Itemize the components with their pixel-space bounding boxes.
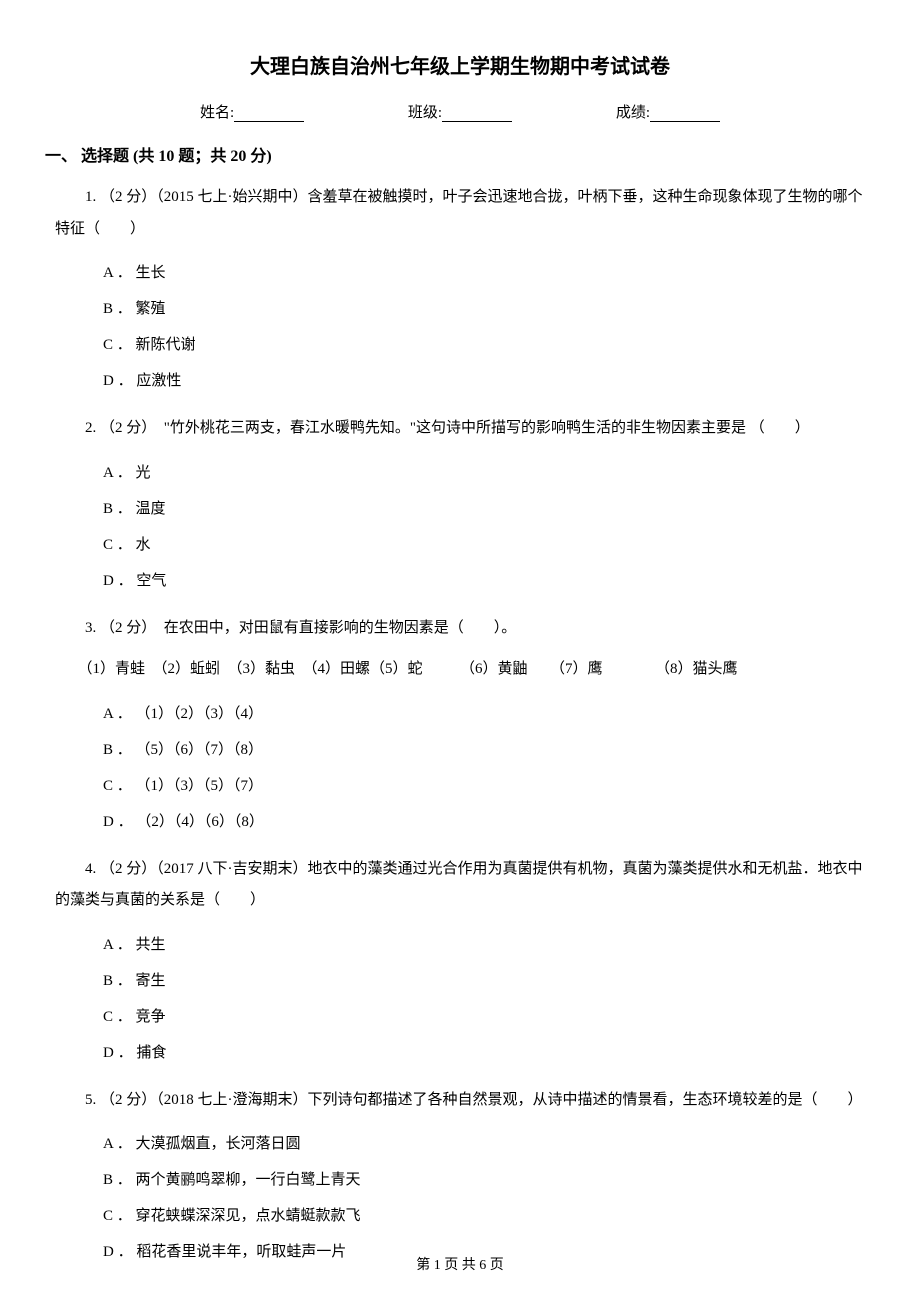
option-list: A ． 光 B ． 温度 C ． 水 D ． 空气 [55, 455, 865, 599]
section-header: 一、 选择题 (共 10 题；共 20 分) [45, 142, 865, 166]
option-a[interactable]: A ． 生长 [55, 255, 865, 291]
option-c[interactable]: C ． 新陈代谢 [55, 327, 865, 363]
question-stem: 1. （2 分）（2015 七上·始兴期中）含羞草在被触摸时，叶子会迅速地合拢，… [55, 182, 865, 245]
option-c[interactable]: C ． 竞争 [55, 999, 865, 1035]
option-d[interactable]: D ． 应激性 [55, 363, 865, 399]
question-stem: 5. （2 分）（2018 七上·澄海期末）下列诗句都描述了各种自然景观，从诗中… [55, 1085, 865, 1117]
question-stem: 3. （2 分） 在农田中，对田鼠有直接影响的生物因素是（ ）。 [55, 613, 865, 645]
option-a[interactable]: A ． 共生 [55, 927, 865, 963]
option-a[interactable]: A ． 光 [55, 455, 865, 491]
student-info-row: 姓名: 班级: 成绩: [55, 101, 865, 122]
question-stem: 2. （2 分） "竹外桃花三两支，春江水暖鸭先知。"这句诗中所描写的影响鸭生活… [55, 413, 865, 445]
option-d[interactable]: D ． 捕食 [55, 1035, 865, 1071]
option-b[interactable]: B ． 温度 [55, 491, 865, 527]
option-b[interactable]: B ． 两个黄鹂鸣翠柳，一行白鹭上青天 [55, 1162, 865, 1198]
page-footer: 第 1 页 共 6 页 [0, 1254, 920, 1274]
option-c[interactable]: C ． 水 [55, 527, 865, 563]
option-d[interactable]: D ． 空气 [55, 563, 865, 599]
option-a[interactable]: A ． 大漠孤烟直，长河落日圆 [55, 1126, 865, 1162]
option-d[interactable]: D ． （2）（4）（6）（8） [55, 804, 865, 840]
option-b[interactable]: B ． （5）（6）（7）（8） [55, 732, 865, 768]
exam-title: 大理白族自治州七年级上学期生物期中考试试卷 [55, 50, 865, 79]
option-b[interactable]: B ． 繁殖 [55, 291, 865, 327]
question-stem: 4. （2 分）（2017 八下·吉安期末）地衣中的藻类通过光合作用为真菌提供有… [55, 854, 865, 917]
option-list: A ． 生长 B ． 繁殖 C ． 新陈代谢 D ． 应激性 [55, 255, 865, 399]
class-blank[interactable] [442, 106, 512, 122]
name-blank[interactable] [234, 106, 304, 122]
option-c[interactable]: C ． （1）（3）（5）（7） [55, 768, 865, 804]
score-label: 成绩: [616, 101, 650, 122]
option-list: A ． 共生 B ． 寄生 C ． 竞争 D ． 捕食 [55, 927, 865, 1071]
option-b[interactable]: B ． 寄生 [55, 963, 865, 999]
class-label: 班级: [408, 101, 442, 122]
option-list: A ． （1）（2）（3）（4） B ． （5）（6）（7）（8） C ． （1… [55, 696, 865, 840]
option-c[interactable]: C ． 穿花蛱蝶深深见，点水蜻蜓款款飞 [55, 1198, 865, 1234]
name-label: 姓名: [200, 101, 234, 122]
option-a[interactable]: A ． （1）（2）（3）（4） [55, 696, 865, 732]
score-blank[interactable] [650, 106, 720, 122]
option-list: A ． 大漠孤烟直，长河落日圆 B ． 两个黄鹂鸣翠柳，一行白鹭上青天 C ． … [55, 1126, 865, 1270]
question-sub-items: （1）青蛙 （2）蚯蚓 （3）黏虫 （4）田螺（5）蛇 （6）黄鼬 （7）鹰 （… [55, 654, 865, 686]
